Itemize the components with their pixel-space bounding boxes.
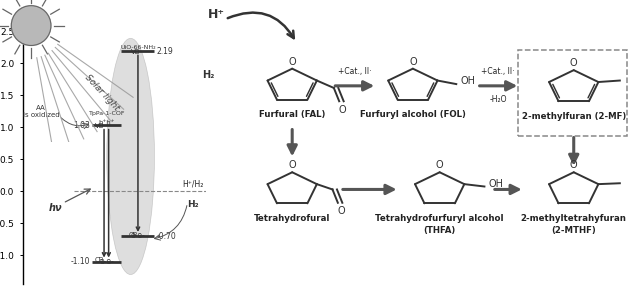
Text: O: O <box>288 160 296 170</box>
Text: e-e-: e-e- <box>100 257 114 266</box>
Text: O: O <box>339 105 347 115</box>
Ellipse shape <box>107 38 154 275</box>
Text: AA
is oxidized: AA is oxidized <box>23 105 59 118</box>
Text: O: O <box>570 160 577 170</box>
Text: +Cat., II·: +Cat., II· <box>482 67 515 76</box>
Text: h⁺h⁺: h⁺h⁺ <box>98 120 115 126</box>
Text: O: O <box>436 160 444 170</box>
Text: (THFA): (THFA) <box>424 226 456 235</box>
Text: UiO-66-NH₂: UiO-66-NH₂ <box>120 45 156 50</box>
Text: 1.03: 1.03 <box>73 121 90 130</box>
Text: H₂: H₂ <box>187 200 199 209</box>
Text: e-e-: e-e- <box>131 231 145 240</box>
Text: CB: CB <box>129 232 138 238</box>
Text: VB: VB <box>95 123 104 129</box>
Text: H⁺: H⁺ <box>208 8 224 21</box>
Text: 2.19: 2.19 <box>156 47 173 56</box>
Text: Solar light: Solar light <box>83 73 121 112</box>
Text: O: O <box>570 58 577 68</box>
Text: H⁺/H₂: H⁺/H₂ <box>183 180 204 189</box>
Text: O: O <box>409 57 417 67</box>
Text: O: O <box>338 206 345 216</box>
Text: -1.10: -1.10 <box>71 257 90 266</box>
Text: H₂: H₂ <box>203 70 215 81</box>
Text: (2-MTHF): (2-MTHF) <box>551 226 596 235</box>
Text: VB: VB <box>131 49 140 55</box>
Text: TpPa-1-COF: TpPa-1-COF <box>89 111 125 116</box>
Text: CB: CB <box>95 257 104 263</box>
Text: -0.70: -0.70 <box>156 232 176 241</box>
Text: Furfural (FAL): Furfural (FAL) <box>259 110 325 119</box>
Text: 2-methylfuran (2-MF): 2-methylfuran (2-MF) <box>521 112 626 121</box>
Text: -H₂O: -H₂O <box>489 95 507 104</box>
Text: 2-methyltetrahyfuran: 2-methyltetrahyfuran <box>521 214 627 223</box>
Text: Tetrahydrofurfuryl alcohol: Tetrahydrofurfuryl alcohol <box>376 214 504 223</box>
Text: Furfuryl alcohol (FOL): Furfuryl alcohol (FOL) <box>360 110 466 119</box>
Text: Tetrahydrofural: Tetrahydrofural <box>254 214 331 223</box>
Circle shape <box>12 6 51 46</box>
Text: hν: hν <box>49 203 62 213</box>
Text: +Cat., II·: +Cat., II· <box>338 67 372 76</box>
Text: OH: OH <box>489 178 504 189</box>
Text: O: O <box>288 57 296 67</box>
Text: OH: OH <box>461 76 476 86</box>
